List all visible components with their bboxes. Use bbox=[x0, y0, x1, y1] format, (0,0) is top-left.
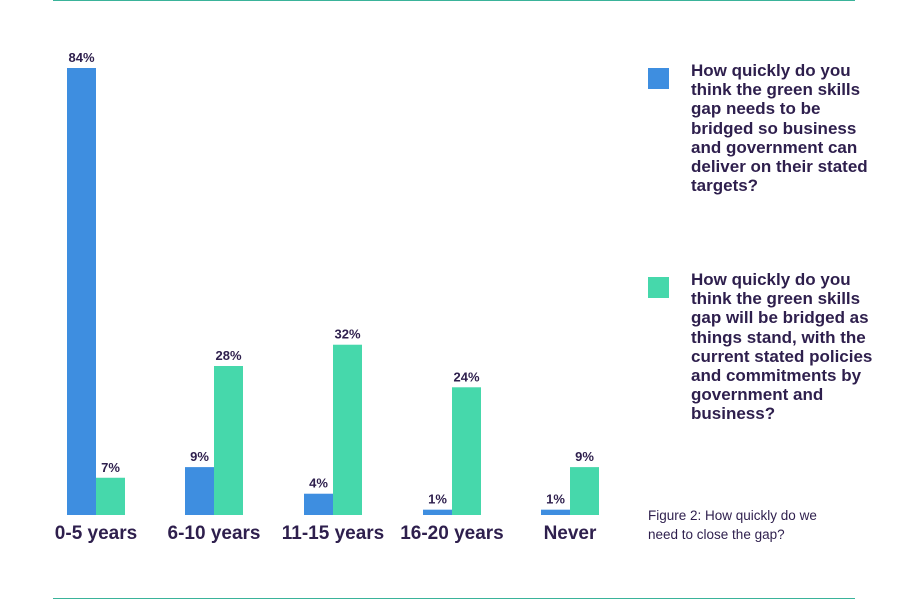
bar-series-1-1 bbox=[67, 68, 96, 515]
x-tick-label-2: 6-10 years bbox=[168, 523, 261, 544]
bar-series-1-4 bbox=[423, 509, 452, 515]
data-label-series-2-5: 9% bbox=[575, 449, 594, 464]
bar-series-2-5 bbox=[570, 467, 599, 515]
bar-series-1-2 bbox=[185, 467, 214, 515]
top-rule bbox=[53, 0, 855, 1]
bottom-rule bbox=[53, 598, 855, 599]
data-label-series-1-4: 1% bbox=[428, 492, 447, 507]
legend-swatch-series-1 bbox=[648, 68, 669, 89]
x-tick-label-3: 11-15 years bbox=[282, 523, 385, 544]
data-label-series-1-3: 4% bbox=[309, 476, 328, 491]
data-label-series-2-1: 7% bbox=[101, 460, 120, 475]
x-tick-label-1: 0-5 years bbox=[55, 523, 137, 544]
bar-series-2-3 bbox=[333, 344, 362, 515]
legend-label-series-1: How quickly do you think the green skill… bbox=[691, 61, 868, 196]
bar-series-2-4 bbox=[452, 387, 481, 515]
data-label-series-2-4: 24% bbox=[453, 369, 479, 384]
bar-series-1-5 bbox=[541, 509, 570, 515]
data-label-series-2-2: 28% bbox=[215, 348, 241, 363]
data-label-series-1-1: 84% bbox=[68, 50, 94, 65]
legend-swatch-series-2 bbox=[648, 277, 669, 298]
x-tick-label-4: 16-20 years bbox=[400, 523, 504, 544]
data-label-series-2-3: 32% bbox=[334, 327, 360, 342]
x-tick-label-5: Never bbox=[544, 523, 597, 544]
bar-series-2-2 bbox=[214, 366, 243, 515]
bar-series-2-1 bbox=[96, 477, 125, 515]
bar-chart: 84% 7% 0-5 years 9% 28% 6-10 years 4% 32% 11-15 … bbox=[55, 50, 599, 544]
figure-caption: Figure 2: How quickly do we need to clos… bbox=[648, 508, 817, 542]
legend-label-series-2: How quickly do you think the green skill… bbox=[691, 270, 873, 424]
data-label-series-1-2: 9% bbox=[190, 449, 209, 464]
bar-series-1-3 bbox=[304, 493, 333, 515]
data-label-series-1-5: 1% bbox=[546, 492, 565, 507]
